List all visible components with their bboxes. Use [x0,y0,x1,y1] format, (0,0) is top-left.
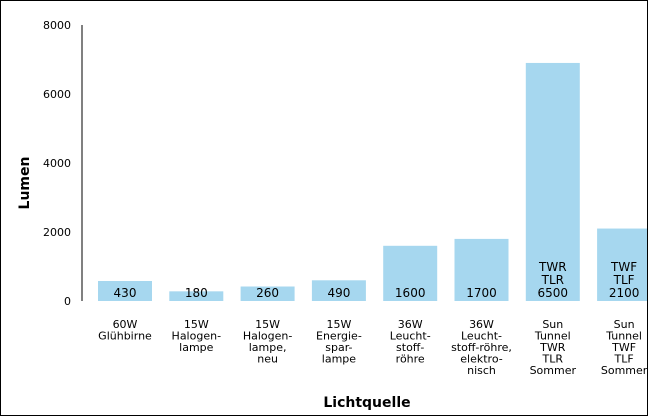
category-label: Leucht- [461,330,502,343]
category-label: TLF [614,353,634,366]
y-axis-title: Lumen [17,157,33,210]
category-label: lampe [322,353,356,366]
category-label: röhre [396,353,425,366]
bar [169,291,224,301]
category-labels: 60WGlühbirne15WHalogen-lampe15WHalogen-l… [98,318,647,377]
category-label: nisch [467,364,496,377]
category-label: 15W [326,318,351,331]
bar-value-label: 260 [256,286,279,300]
category-label: Tunnel [534,330,571,343]
category-label: Energie- [316,330,362,343]
bars [98,62,647,302]
category-label: 36W [398,318,423,331]
category-label: 15W [184,318,209,331]
bar-value-label: 1700 [466,286,497,300]
bar-value-label: TWF [610,260,637,274]
y-tick-label: 0 [64,295,71,308]
category-label: Glühbirne [98,330,152,343]
bar [240,286,295,301]
category-label: Sun [542,318,563,331]
category-label: Sommer [601,364,647,377]
bar-value-label: 1600 [395,286,426,300]
y-tick-label: 2000 [43,226,71,239]
bar-value-label: TWR [538,260,567,274]
bar-value-label: TLF [613,273,635,287]
category-label: lampe [179,341,213,354]
category-label: elektro- [460,353,502,366]
category-label: stoff- [396,341,424,354]
category-label: Leucht- [390,330,431,343]
x-axis-title: Lichtquelle [323,395,410,411]
category-label: 60W [113,318,138,331]
category-label: TWF [611,341,636,354]
bar [383,245,438,301]
category-label: Halogen- [172,330,222,343]
category-label: neu [257,353,278,366]
bar [525,62,580,302]
category-label: 15W [255,318,280,331]
category-label: Halogen- [243,330,293,343]
bar-value-label: TLR [541,273,564,287]
bar-value-label: 2100 [609,286,640,300]
category-label: spar- [325,341,352,354]
bar-value-label: 6500 [538,286,569,300]
y-tick-label: 6000 [43,88,71,101]
y-axis: 0 2000 4000 6000 8000 [43,19,83,308]
category-label: TLR [542,353,564,366]
y-tick-label: 8000 [43,19,71,32]
category-label: 36W [469,318,494,331]
bar-value-label: 180 [185,286,208,300]
y-tick-label: 4000 [43,157,71,170]
bar [454,238,509,301]
category-label: stoff-röhre, [451,341,512,354]
category-label: Sommer [530,364,577,377]
bar [311,280,366,301]
category-label: Tunnel [605,330,642,343]
bar [98,280,152,301]
bar-value-label: 430 [114,286,137,300]
bar [597,228,647,301]
category-label: Sun [614,318,635,331]
category-label: lampe, [249,341,287,354]
bar-value-label: 490 [327,286,350,300]
category-label: TWR [539,341,566,354]
